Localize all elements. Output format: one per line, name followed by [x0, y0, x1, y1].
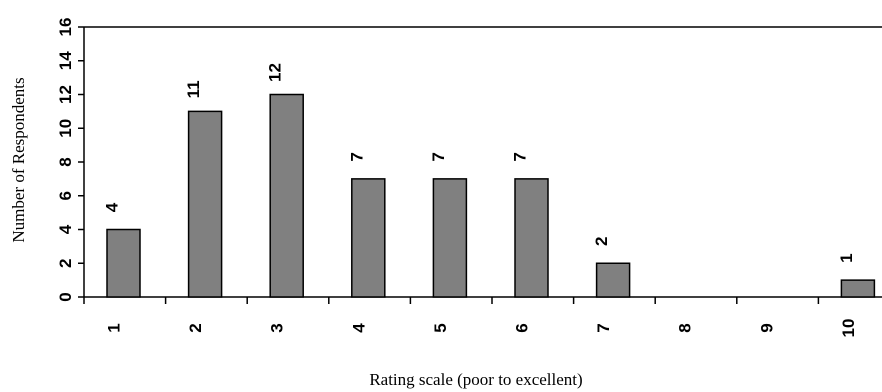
x-tick-label: 10: [839, 319, 858, 338]
bar: [432, 178, 468, 298]
bars: [106, 93, 876, 298]
x-tick-label: 5: [431, 323, 450, 332]
y-tick-label: 4: [56, 224, 75, 234]
y-tick-label: 8: [56, 157, 75, 166]
x-tick-label: 3: [268, 323, 287, 332]
bar: [595, 262, 631, 298]
y-tick-label: 12: [56, 85, 75, 104]
x-axis-title: Rating scale (poor to excellent): [369, 370, 582, 389]
y-tick-label: 10: [56, 119, 75, 138]
bar: [187, 110, 223, 298]
y-tick-label: 0: [56, 292, 75, 301]
y-tick-label: 2: [56, 259, 75, 268]
y-tick-label: 6: [56, 191, 75, 200]
data-label: 7: [429, 152, 448, 161]
y-tick-label: 16: [56, 18, 75, 37]
bar: [514, 178, 549, 298]
data-label: 2: [592, 237, 611, 246]
data-label: 7: [347, 152, 366, 161]
x-tick-label: 8: [676, 323, 695, 332]
x-tick-label: 7: [594, 323, 613, 332]
bar: [106, 228, 141, 298]
y-axis-title: Number of Respondents: [9, 77, 28, 242]
bar: [351, 178, 386, 298]
data-label: 12: [266, 63, 285, 82]
x-tick-label: 4: [349, 323, 368, 333]
x-tick-label: 2: [186, 323, 205, 332]
x-tick-label: 6: [513, 323, 532, 332]
data-labels: 4 11 12 7 7 7 2 1: [103, 63, 856, 263]
data-label: 7: [511, 152, 530, 161]
x-tick-label: 9: [757, 323, 776, 332]
x-tick-labels: 1 2 3 4 5 6 7 8 9 10: [105, 319, 858, 338]
bar: [840, 279, 876, 298]
bar: [269, 93, 304, 298]
y-tick-label: 14: [56, 51, 75, 70]
x-tick-label: 1: [105, 323, 124, 332]
data-label: 11: [184, 80, 203, 98]
data-label: 4: [103, 202, 122, 212]
y-tick-labels: 0 2 4 6 8 10 12 14 16: [56, 18, 75, 302]
data-label: 1: [837, 253, 856, 262]
